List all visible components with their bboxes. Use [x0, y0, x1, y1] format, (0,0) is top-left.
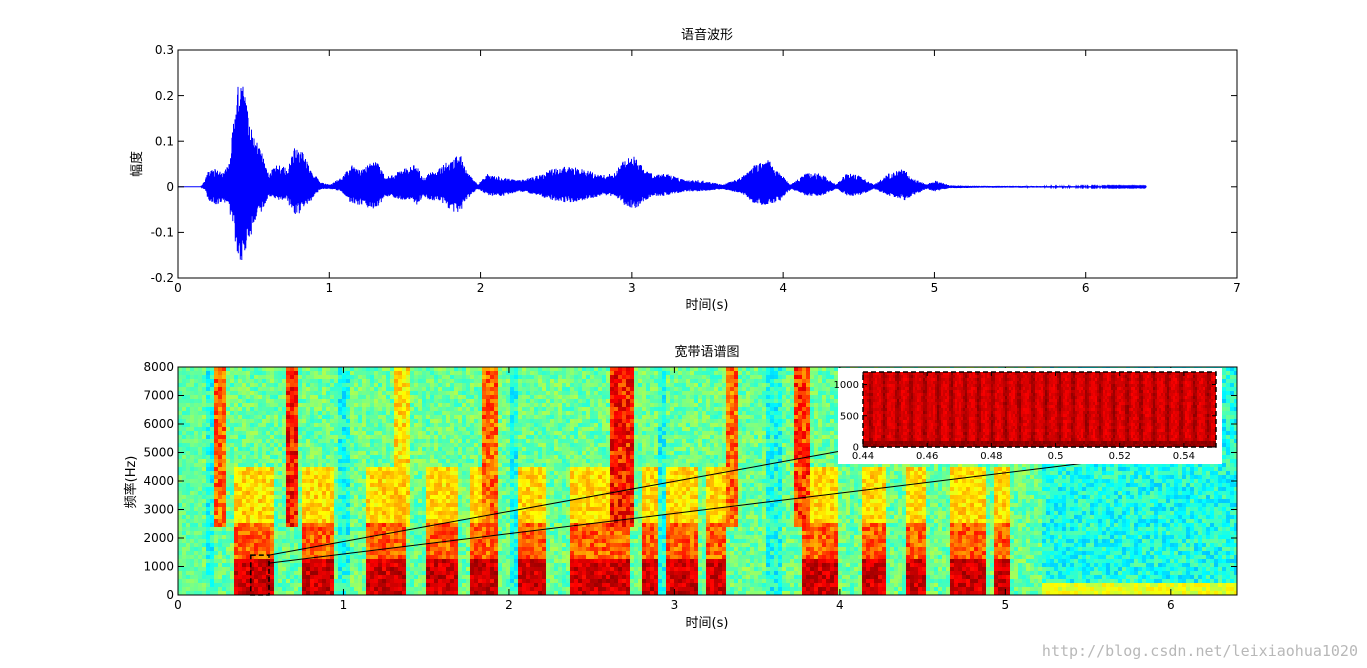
zoom-inset-frame [862, 371, 1217, 448]
zoom-inset: 0.44 0.46 0.48 0.5 0.52 0.54 0 500 1000 [834, 368, 1222, 464]
spectrogram-xlabel: 时间(s) [686, 616, 729, 631]
spectrogram-y-tick-label: 3000 [143, 503, 174, 517]
waveform-ylabel: 幅度 [129, 151, 145, 177]
waveform-x-tick-label: 4 [779, 281, 787, 295]
waveform-trace [178, 86, 1147, 261]
spectrogram-y-tick-label: 5000 [143, 446, 174, 460]
zoom-inset-x-tick-label: 0.48 [980, 451, 1002, 462]
zoom-inset-y-tick-label: 0 [853, 443, 859, 454]
waveform-x-tick-label: 3 [628, 281, 636, 295]
waveform-y-tick-label: 0.1 [155, 134, 174, 148]
zoom-inset-x-tick-label: 0.5 [1048, 451, 1064, 462]
watermark: http://blog.csdn.net/leixiaohua1020 [1042, 642, 1358, 660]
waveform-y-axis: -0.2 -0.1 0 0.1 0.2 0.3 [151, 43, 1237, 285]
waveform-frame [177, 49, 1238, 279]
spectrogram-y-tick-label: 8000 [143, 360, 174, 374]
spectrogram-x-tick-label: 0 [174, 598, 182, 612]
spectrogram-y-tick-label: 6000 [143, 417, 174, 431]
spectrogram-x-axis: 0 1 2 3 4 5 6 [174, 367, 1175, 612]
zoom-inset-image [863, 372, 1216, 447]
waveform-x-tick-label: 5 [931, 281, 939, 295]
waveform-x-tick-label: 2 [477, 281, 485, 295]
waveform-y-tick-label: 0.3 [155, 43, 174, 57]
spectrogram-x-tick-label: 3 [671, 598, 679, 612]
spectrogram-x-tick-label: 5 [1002, 598, 1010, 612]
spectrogram-x-tick-label: 4 [836, 598, 844, 612]
spectrogram-y-tick-label: 7000 [143, 389, 174, 403]
spectrogram-x-tick-label: 6 [1167, 598, 1175, 612]
zoom-region-box [250, 554, 270, 596]
waveform-chart: 语音波形 0 1 2 3 4 5 6 7 -0.2 -0.1 0 0.1 0.2 0.3 时间(s) 幅… [129, 27, 1241, 313]
zoom-inset-y-tick-label: 1000 [834, 380, 859, 391]
waveform-y-tick-label: -0.1 [151, 226, 174, 240]
spectrogram-y-tick-label: 4000 [143, 474, 174, 488]
zoom-inset-x-tick-label: 0.54 [1173, 451, 1195, 462]
zoom-inset-x-tick-label: 0.46 [916, 451, 938, 462]
zoom-inset-x-tick-label: 0.52 [1109, 451, 1131, 462]
spectrogram-ylabel: 频率(Hz) [123, 456, 139, 509]
waveform-x-tick-label: 6 [1082, 281, 1090, 295]
spectrogram-y-tick-label: 2000 [143, 531, 174, 545]
waveform-y-tick-label: 0.2 [155, 89, 174, 103]
waveform-title: 语音波形 [681, 27, 733, 43]
spectrogram-y-tick-label: 0 [166, 588, 174, 602]
waveform-y-tick-label: -0.2 [151, 271, 174, 285]
zoom-inset-x-tick-label: 0.44 [852, 451, 874, 462]
waveform-x-tick-label: 1 [325, 281, 333, 295]
waveform-line [178, 86, 1147, 261]
zoom-connector-upper [268, 446, 864, 556]
waveform-x-tick-label: 0 [174, 281, 182, 295]
zoom-inset-x-axis: 0.44 0.46 0.48 0.5 0.52 0.54 [852, 372, 1195, 462]
waveform-x-axis: 0 1 2 3 4 5 6 7 [174, 50, 1241, 295]
zoom-inset-y-tick-label: 500 [840, 411, 859, 422]
waveform-plot-area [178, 50, 1237, 278]
zoom-connector-lower [268, 446, 1217, 564]
spectrogram-y-tick-label: 1000 [143, 560, 174, 574]
spectrogram-title: 宽带语谱图 [674, 344, 739, 360]
zoom-inset-y-axis: 0 500 1000 [834, 380, 1216, 454]
spectrogram-x-tick-label: 2 [505, 598, 513, 612]
waveform-x-tick-label: 7 [1233, 281, 1241, 295]
waveform-xlabel: 时间(s) [686, 298, 729, 313]
spectrogram-x-tick-label: 1 [340, 598, 348, 612]
waveform-y-tick-label: 0 [166, 180, 174, 194]
